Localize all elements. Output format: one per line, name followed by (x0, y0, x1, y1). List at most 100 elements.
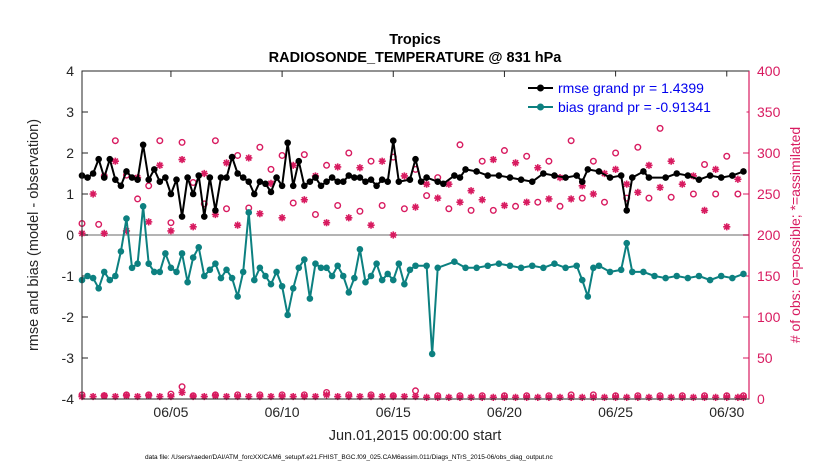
assimilated_obs_low-marker (500, 393, 509, 401)
assimilated_obs_low-marker (578, 393, 586, 401)
assimilated_obs_low-marker (545, 393, 553, 401)
assimilated_obs_low-marker (645, 393, 653, 401)
assimilated_obs-marker (256, 210, 264, 218)
rmse-point (306, 178, 314, 185)
legend: rmse grand pr = 1.4399 bias grand pr = -… (522, 76, 747, 117)
bias-point (178, 250, 186, 257)
assimilated_obs_low-marker (511, 393, 520, 401)
rmse-point (301, 182, 308, 190)
rmse-point (251, 190, 258, 198)
assimilated_obs-marker (634, 188, 642, 196)
assimilated_obs-marker (423, 180, 431, 188)
rmse-point (462, 166, 469, 173)
possible_obs-marker (400, 205, 408, 213)
bias-point (339, 272, 347, 280)
possible_obs-marker (667, 193, 675, 201)
assimilated_obs-marker (689, 172, 698, 180)
bias-point (606, 268, 614, 276)
assimilated_obs-marker (345, 214, 353, 222)
rmse-point (456, 174, 464, 181)
rmse-point (362, 178, 369, 185)
assimilated_obs-marker (278, 214, 286, 222)
assimilated_obs-marker (178, 155, 186, 164)
bias-point (228, 274, 236, 282)
y-left-tick-label: 0 (66, 227, 74, 243)
assimilated_obs_low-marker (322, 391, 331, 399)
rmse-point (384, 178, 392, 185)
possible_obs-marker (701, 160, 709, 168)
assimilated_obs-marker (478, 196, 486, 204)
x-axis-label: Jun.01,2015 00:00:00 start (329, 428, 502, 444)
assimilated_obs-marker (222, 159, 231, 167)
rmse-point (334, 178, 341, 185)
bias-point (573, 262, 580, 270)
y-right-tick-label: 100 (757, 309, 781, 325)
assimilated_obs_low-marker (523, 393, 531, 401)
rmse-point (717, 174, 725, 181)
y-right-tick-label: 400 (757, 63, 781, 79)
bias-point (517, 264, 525, 272)
bias-point (167, 264, 175, 272)
assimilated_obs_low-marker (156, 392, 164, 401)
x-tick-label: 06/05 (153, 404, 188, 420)
assimilated_obs_low-marker (445, 393, 453, 401)
possible_obs-marker (712, 190, 720, 198)
assimilated_obs_low-marker (278, 392, 286, 401)
rmse-point (628, 174, 636, 181)
assimilated_obs-marker (556, 174, 564, 182)
assimilated_obs_low-marker (556, 393, 564, 401)
assimilated_obs_low-marker (739, 393, 748, 401)
assimilated_obs_low-marker (100, 392, 108, 400)
bias-point (123, 215, 130, 222)
rmse-point (162, 174, 169, 181)
x-tick-label: 06/25 (598, 404, 633, 420)
rmse-point (389, 137, 397, 144)
rmse-point (434, 178, 442, 185)
rmse-point (617, 172, 625, 179)
assimilated_obs-marker (111, 157, 119, 165)
rmse-point (339, 178, 347, 185)
bias-point (128, 264, 136, 272)
bias-point (189, 254, 197, 261)
tick-labels: 06/05 06/10 06/15 06/20 06/25 06/30 -4 -3 -2 -1 0 1… (62, 63, 781, 420)
bias-point (473, 264, 480, 272)
rmse-point (134, 176, 141, 183)
bias-point (628, 268, 636, 276)
bias-point (267, 280, 275, 288)
bias-point (100, 268, 108, 276)
rmse-point (562, 174, 569, 181)
x-tick-label: 06/30 (709, 404, 744, 420)
bias-point (462, 264, 469, 272)
assimilated_obs-marker (445, 180, 453, 188)
rmse-point (328, 174, 336, 181)
bias-point (284, 311, 291, 319)
possible_obs-marker (256, 143, 264, 151)
assimilated_obs_low-marker (689, 393, 698, 401)
possible_obs-marker (145, 182, 153, 190)
bias-point (562, 264, 569, 272)
bias-point (295, 264, 303, 272)
assimilated_obs_low-marker (478, 393, 486, 401)
assimilated_obs-marker (378, 157, 386, 165)
possible_obs-marker (156, 137, 164, 145)
bias-point (212, 260, 219, 268)
possible_obs-marker (423, 192, 431, 200)
rmse-point (106, 155, 114, 163)
bias-point (256, 264, 264, 272)
assimilated_obs_low-marker (234, 392, 242, 401)
assimilated_obs-marker (700, 206, 709, 214)
possible_obs-marker (556, 202, 564, 210)
possible_obs-marker (734, 190, 742, 198)
rmse-point (356, 174, 364, 181)
x-tick-label: 06/20 (487, 404, 522, 420)
bias-point (623, 239, 631, 247)
rmse-point (706, 172, 714, 179)
bias-point (262, 272, 269, 280)
rmse-point (584, 166, 592, 173)
rmse-point (662, 174, 669, 181)
y-right-tick-label: 250 (757, 186, 781, 202)
bias-line (81, 205, 744, 355)
assimilated_obs-marker (612, 165, 620, 173)
rmse-point (212, 207, 219, 214)
